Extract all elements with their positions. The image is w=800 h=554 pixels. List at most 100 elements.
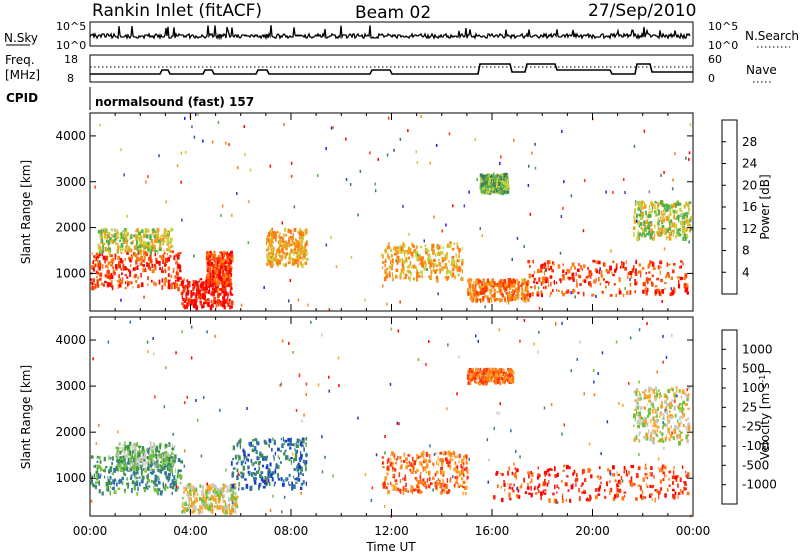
range-cell (508, 466, 511, 471)
range-cell (303, 413, 305, 417)
range-cell (441, 256, 445, 260)
range-cell (682, 220, 686, 226)
range-cell (669, 292, 673, 297)
range-cell (474, 290, 477, 294)
range-cell (294, 259, 296, 264)
range-cell (170, 456, 174, 459)
range-cell (486, 372, 489, 377)
range-cell (659, 392, 661, 395)
range-cell (164, 263, 167, 267)
range-cell (587, 498, 590, 502)
range-cell (167, 444, 170, 447)
range-cell (687, 386, 691, 390)
range-cell (404, 273, 408, 277)
range-cell (562, 206, 564, 210)
range-cell (545, 277, 549, 281)
range-cell (509, 485, 511, 489)
range-cell (623, 469, 625, 474)
range-cell (519, 286, 521, 290)
range-cell (289, 437, 292, 443)
range-cell (295, 408, 298, 412)
range-cell (640, 421, 643, 425)
range-cell (566, 475, 569, 478)
range-cell (297, 439, 301, 442)
range-cell (390, 259, 392, 265)
range-cell (598, 466, 601, 470)
range-cell (633, 483, 636, 486)
range-cell (184, 285, 186, 289)
range-cell (209, 489, 211, 494)
range-cell (232, 457, 234, 461)
range-cell (503, 187, 507, 191)
range-cell (188, 510, 191, 514)
range-cell (491, 280, 494, 284)
range-cell (649, 436, 653, 442)
range-cell (217, 499, 221, 504)
range-cell (461, 468, 464, 474)
range-cell (172, 472, 174, 477)
range-cell (496, 378, 499, 381)
range-cell (674, 413, 677, 418)
range-cell (433, 215, 435, 219)
range-cell (163, 455, 165, 459)
range-cell (605, 285, 607, 289)
range-cell (551, 269, 554, 273)
range-cell (103, 231, 107, 235)
range-cell (669, 405, 671, 409)
range-cell (385, 247, 387, 251)
range-cell (144, 241, 148, 247)
range-cell (654, 415, 657, 418)
range-cell (241, 472, 245, 476)
range-cell (297, 243, 300, 247)
range-cell (183, 490, 185, 494)
range-cell (157, 450, 161, 453)
range-cell (285, 234, 288, 237)
range-cell (441, 462, 444, 466)
range-cell (229, 265, 233, 270)
range-cell (91, 252, 93, 255)
range-cell (115, 235, 117, 240)
range-cell (252, 472, 255, 475)
range-cell (677, 405, 681, 409)
range-cell (508, 373, 512, 378)
range-cell (420, 256, 423, 261)
range-cell (374, 189, 377, 193)
range-cell (105, 228, 108, 233)
range-cell (437, 478, 439, 481)
range-cell (157, 250, 159, 255)
range-cell (634, 416, 636, 422)
range-cell (131, 480, 135, 485)
range-cell (668, 275, 670, 279)
range-cell (533, 285, 536, 290)
range-cell (511, 293, 514, 298)
range-cell (130, 248, 133, 253)
range-cell (501, 282, 505, 288)
range-cell (590, 474, 593, 479)
range-cell (456, 242, 459, 246)
range-cell (206, 251, 208, 254)
range-cell (210, 280, 214, 284)
range-cell (197, 285, 200, 290)
range-cell (185, 292, 187, 297)
range-cell (411, 256, 414, 259)
range-cell (533, 277, 537, 281)
range-cell (481, 173, 484, 178)
range-cell (623, 178, 625, 181)
range-cell (406, 249, 410, 255)
range-cell (579, 264, 582, 270)
range-cell (480, 177, 482, 180)
range-cell (101, 491, 104, 495)
range-cell (434, 481, 437, 484)
range-cell (499, 280, 502, 285)
range-cell (644, 227, 647, 232)
range-cell (132, 464, 136, 470)
range-cell (508, 297, 512, 302)
range-cell (453, 467, 457, 472)
range-cell (496, 298, 500, 301)
range-cell (530, 472, 534, 477)
range-cell (453, 483, 456, 487)
range-cell (160, 243, 162, 247)
range-cell (272, 231, 276, 236)
range-cell (392, 469, 394, 472)
